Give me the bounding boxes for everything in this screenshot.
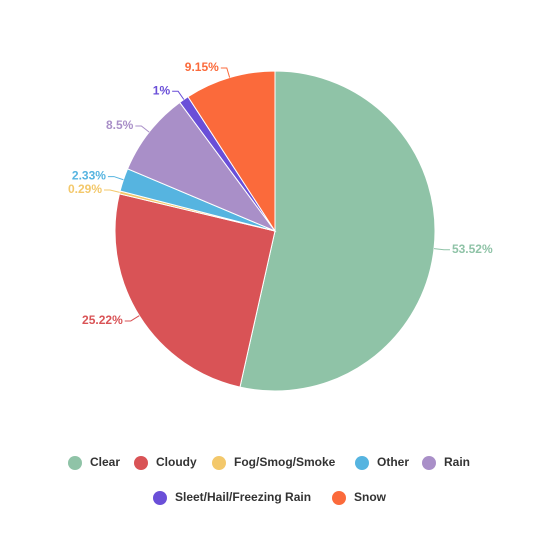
legend-label: Rain [444, 455, 470, 469]
data-label: 0.29% [68, 182, 102, 196]
data-label: 25.22% [82, 313, 123, 327]
leader-line [220, 67, 231, 78]
data-label: 8.5% [106, 118, 134, 132]
legend-label: Fog/Smog/Smoke [234, 455, 336, 469]
legend-swatch [212, 456, 226, 470]
legend-swatch [68, 456, 82, 470]
leader-line [433, 248, 450, 251]
leader-line [104, 189, 120, 193]
legend-label: Snow [354, 490, 387, 504]
legend-label: Clear [90, 455, 120, 469]
pie-slice [126, 101, 277, 233]
data-label: 2.33% [72, 169, 106, 183]
legend-swatch [355, 456, 369, 470]
pie-slice [239, 70, 436, 392]
legend-swatch [422, 456, 436, 470]
pie-slice [114, 193, 276, 388]
leader-line [107, 176, 124, 181]
leader-line [135, 125, 150, 133]
leader-line [124, 315, 140, 322]
leader-line [172, 90, 185, 100]
legend-swatch [332, 491, 346, 505]
legend-swatch [153, 491, 167, 505]
data-label: 9.15% [185, 60, 219, 74]
data-label: 53.52% [452, 242, 493, 256]
pie-slice [187, 70, 276, 233]
legend-label: Cloudy [156, 455, 197, 469]
legend-swatch [134, 456, 148, 470]
legend-label: Other [377, 455, 409, 469]
data-label: 1% [153, 83, 171, 97]
legend-label: Sleet/Hail/Freezing Rain [175, 490, 311, 504]
